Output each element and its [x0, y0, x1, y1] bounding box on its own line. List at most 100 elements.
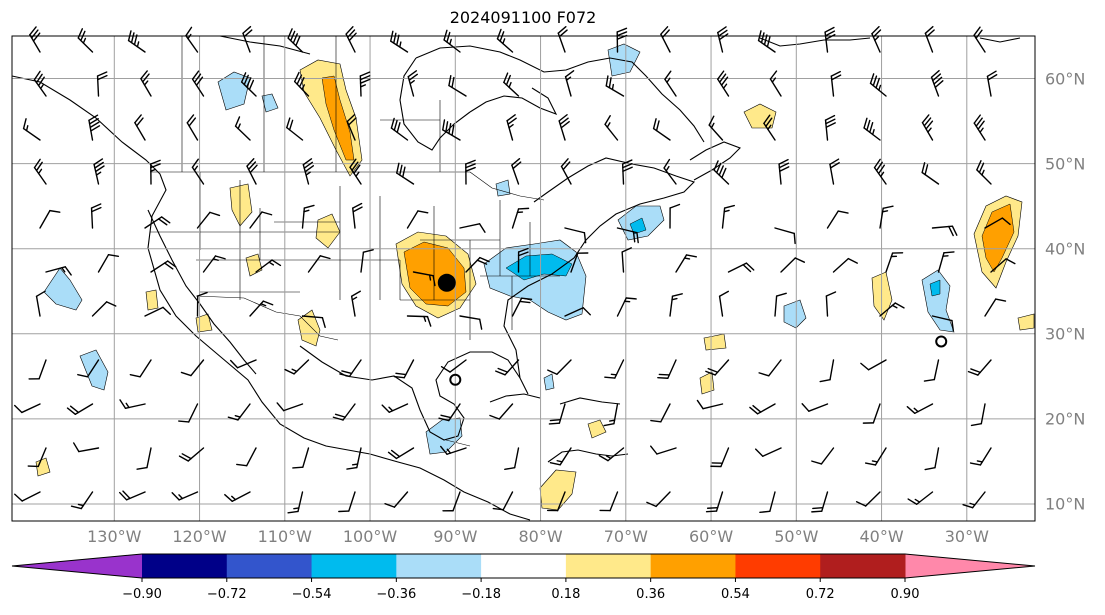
wind-barb: [696, 399, 724, 410]
wind-barb: [879, 205, 894, 229]
wind-barb: [287, 491, 304, 514]
lon-tick-label: 120°W: [172, 527, 227, 546]
wind-barb: [77, 28, 94, 53]
wind-barb: [557, 25, 568, 53]
wind-barb: [826, 210, 849, 229]
wind-barb: [72, 442, 100, 453]
wind-barb: [22, 118, 41, 141]
map-markers: [437, 273, 948, 386]
wind-barb: [406, 315, 432, 327]
colorbar-tick-label: −0.72: [206, 587, 247, 602]
anomaly-shading: [35, 43, 1035, 511]
wind-barb: [669, 293, 683, 317]
wind-barb: [930, 69, 944, 97]
wind-barb: [506, 114, 517, 141]
wind-barb: [396, 162, 415, 185]
wind-barb: [825, 291, 837, 317]
wind-barb: [564, 70, 575, 97]
wind-barb: [616, 297, 637, 317]
anomaly-region: [245, 253, 263, 277]
anomaly-region: [539, 469, 577, 511]
wind-barb: [171, 491, 199, 501]
lat-tick-label: 10°N: [1045, 494, 1086, 514]
wind-barb: [14, 403, 41, 414]
wind-barb: [14, 491, 41, 502]
wind-barb: [234, 116, 251, 141]
wind-barb: [459, 223, 486, 233]
lon-tick-label: 90°W: [433, 527, 478, 546]
colorbar-tick-label: 0.90: [890, 587, 920, 602]
anomaly-region: [587, 419, 607, 439]
wind-barb: [923, 359, 940, 382]
wind-barb: [242, 25, 253, 53]
colorbar-tick-label: −0.18: [461, 587, 502, 602]
wind-barb: [180, 359, 205, 377]
wind-barb: [302, 158, 315, 185]
wind-barb: [202, 255, 226, 273]
wind-barb: [778, 158, 790, 185]
wind-barb: [91, 301, 117, 317]
wind-barb: [879, 302, 905, 317]
wind-barb: [178, 447, 205, 462]
anomaly-region: [195, 313, 213, 333]
wind-barb: [504, 447, 520, 471]
wind-barb: [517, 247, 529, 273]
wind-barb: [924, 25, 935, 53]
wind-barb: [769, 70, 782, 97]
wind-barb: [663, 158, 677, 185]
wind-barb: [448, 75, 467, 97]
wind-barb: [811, 447, 835, 465]
wind-barb: [621, 159, 633, 185]
wind-barb: [864, 447, 887, 466]
wind-barb: [492, 491, 514, 511]
wind-barb: [381, 403, 409, 413]
wind-barb: [708, 115, 724, 141]
anomaly-region: [505, 253, 573, 281]
wind-barb: [293, 71, 310, 97]
colorbar-segment: [735, 554, 821, 578]
wind-barb: [459, 315, 483, 330]
wind-barb: [412, 271, 436, 287]
open-circle-marker: [935, 335, 948, 348]
wind-barb: [178, 403, 199, 423]
wind-barb: [860, 359, 887, 371]
wind-barb: [346, 113, 357, 141]
wind-barb: [664, 70, 677, 97]
wind-barb: [346, 447, 362, 470]
lon-tick-label: 50°W: [774, 527, 819, 546]
wind-barb: [196, 291, 208, 317]
lat-tick-label: 40°N: [1045, 239, 1086, 259]
wind-barb: [546, 491, 566, 512]
anomaly-region: [629, 217, 647, 235]
wind-barb: [140, 70, 152, 97]
wind-barb: [657, 359, 677, 379]
wind-barb: [27, 447, 47, 468]
wind-barb: [990, 258, 1016, 273]
wind-barb: [604, 359, 625, 379]
wind-barb: [240, 72, 257, 97]
wind-barb: [973, 26, 986, 53]
open-circle-marker: [449, 373, 462, 386]
wind-barb: [976, 160, 992, 185]
wind-barb: [384, 491, 409, 508]
wind-barb: [862, 403, 881, 424]
wind-barb: [811, 491, 829, 513]
wind-barb: [603, 403, 619, 427]
wind-barb: [705, 359, 730, 376]
lon-tick-label: 60°W: [688, 527, 734, 546]
wind-barb: [549, 447, 572, 466]
wind-barb: [96, 71, 108, 97]
wind-barb: [28, 359, 47, 380]
wind-barb: [66, 403, 94, 415]
anomaly-region: [783, 299, 807, 329]
wind-barb: [284, 359, 310, 375]
wind-barb: [984, 298, 1007, 317]
wind-barb: [646, 491, 671, 508]
wind-barb: [824, 26, 836, 53]
wind-barb: [185, 26, 199, 53]
colorbar-tick-label: −0.54: [291, 587, 332, 602]
wind-barb: [749, 403, 776, 415]
wind-barb: [119, 399, 146, 409]
anomaly-region: [43, 267, 83, 311]
colorbar-segment: [820, 554, 906, 578]
